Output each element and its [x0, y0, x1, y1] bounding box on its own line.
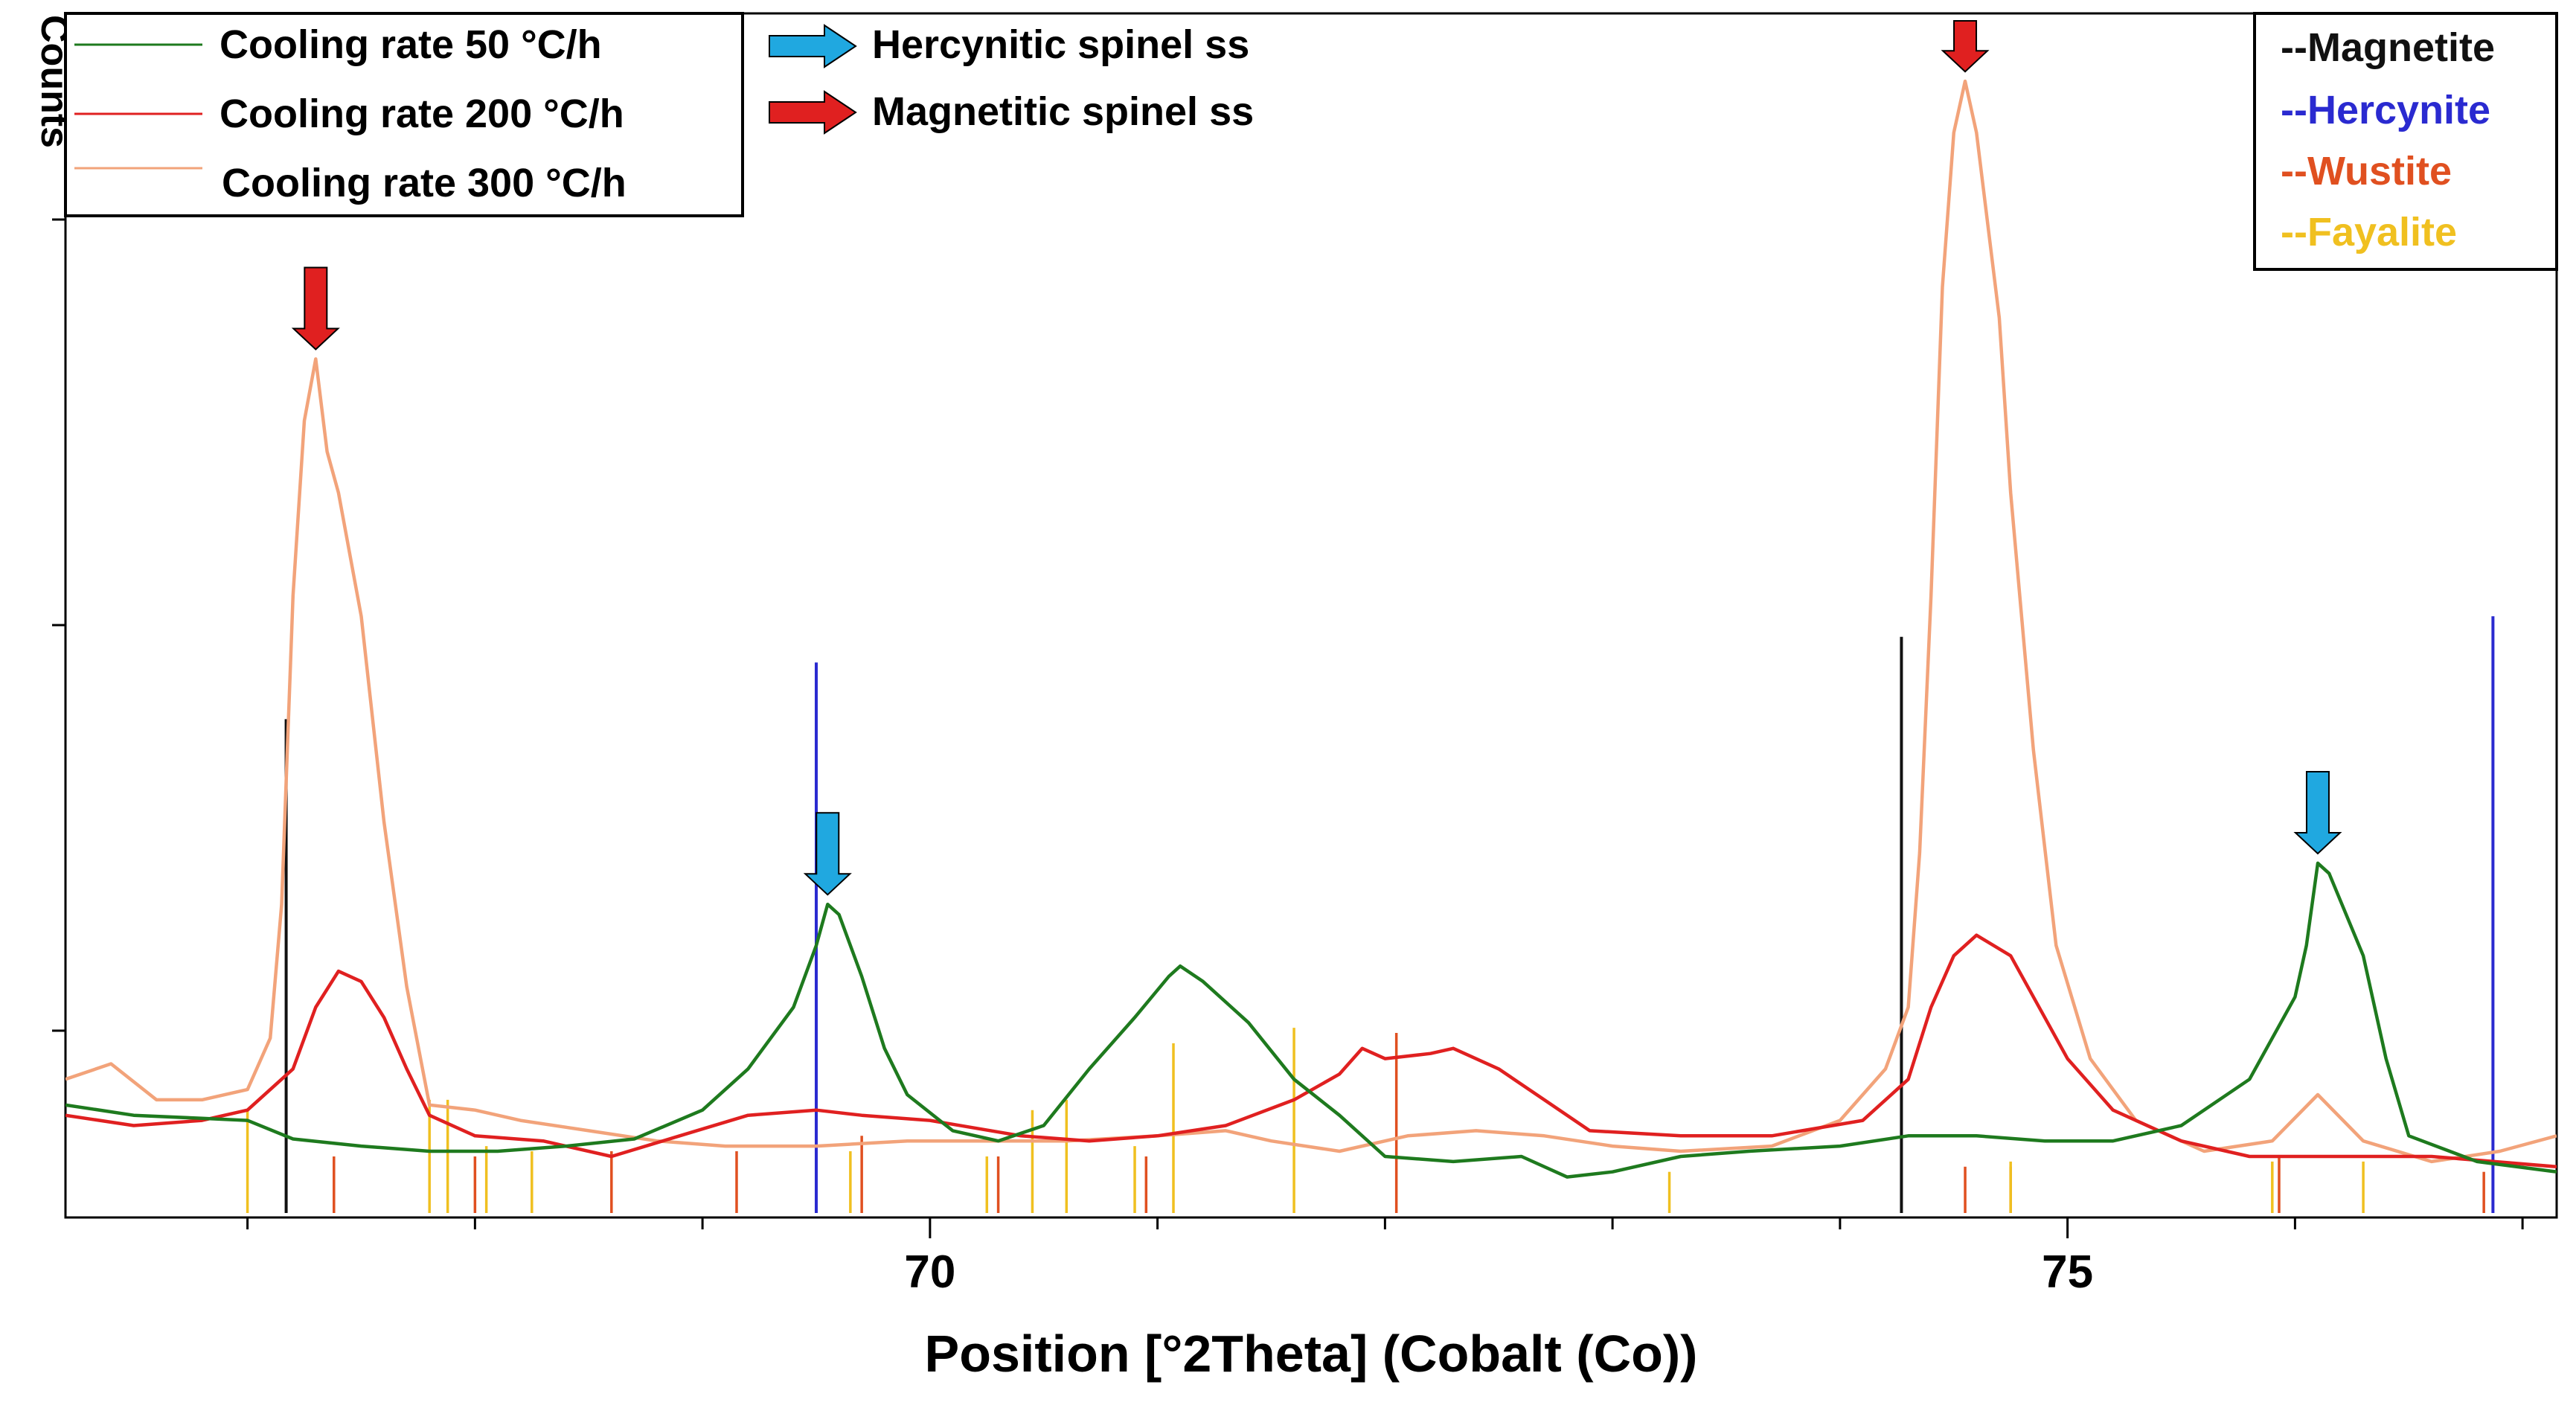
legend-arrow-hercynitic: Hercynitic spinel ss — [872, 22, 1249, 67]
series-line-1 — [65, 933, 2557, 1169]
x-axis-label: Position [°2Theta] (Cobalt (Co)) — [925, 1325, 1698, 1383]
x-tick-label-75: 75 — [2042, 1246, 2093, 1298]
peak-arrow-0-1 — [2293, 771, 2342, 855]
arrow-legend: Hercynitic spinel ss Magnetitic spinel s… — [769, 22, 1254, 135]
ref-legend-hercynite: --Hercynite — [2281, 88, 2490, 132]
series-legend: Cooling rate 50 °C/h Cooling rate 200 °C… — [64, 12, 744, 217]
legend-entry-200: Cooling rate 200 °C/h — [220, 92, 624, 136]
y-axis — [52, 218, 65, 1032]
reference-legend: --Magnetite --Hercynite --Wustite --Faya… — [2253, 12, 2558, 271]
reference-patterns — [246, 616, 2495, 1213]
ref-legend-wustite: --Wustite — [2281, 149, 2452, 193]
legend-entry-300: Cooling rate 300 °C/h — [222, 161, 627, 205]
x-axis: 70 75 — [246, 1217, 2524, 1298]
peak-arrow-0-0 — [803, 812, 852, 896]
series-line-0 — [65, 861, 2557, 1179]
x-tick-label-70: 70 — [904, 1246, 955, 1298]
ref-legend-magnetite: --Magnetite — [2281, 25, 2495, 70]
series-line-2 — [65, 79, 2557, 1164]
legend-entry-50: Cooling rate 50 °C/h — [220, 22, 602, 67]
peak-arrow-1-1 — [1941, 20, 1990, 73]
ref-legend-fayalite: --Fayalite — [2281, 210, 2457, 255]
legend-arrow-blue-icon — [769, 24, 857, 68]
plot-frame — [64, 12, 2558, 1219]
series-group — [65, 79, 2557, 1179]
annotations — [291, 20, 2342, 896]
legend-arrow-magnetitic: Magnetitic spinel ss — [872, 89, 1254, 134]
legend-arrow-red-icon — [769, 90, 857, 135]
peak-arrow-1-0 — [291, 266, 340, 351]
